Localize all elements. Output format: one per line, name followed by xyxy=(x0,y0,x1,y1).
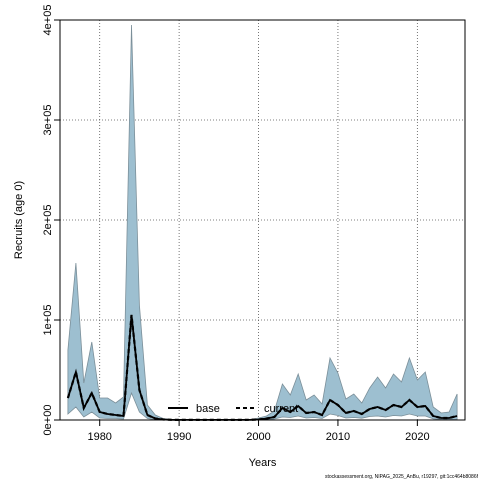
confidence-band xyxy=(67,24,458,421)
series-lines xyxy=(66,314,458,421)
legend-label-base: base xyxy=(196,403,220,415)
x-tick-label: 1990 xyxy=(167,431,191,443)
x-tick-label: 1980 xyxy=(87,431,111,443)
legend-label-current: current xyxy=(264,403,298,415)
legend: base current xyxy=(168,403,298,415)
y-tick-label: 1e+05 xyxy=(42,305,54,336)
series-line-current xyxy=(66,314,458,421)
grid-lines xyxy=(60,19,465,421)
y-tick-label: 2e+05 xyxy=(42,205,54,236)
x-tick-label: 2000 xyxy=(246,431,270,443)
y-tick-label: 3e+05 xyxy=(42,105,54,136)
confidence-band-area xyxy=(67,24,458,421)
footnote-source: stockassessment.org, NIPAG_2025_AnBu, r1… xyxy=(325,474,479,480)
x-tick-label: 2020 xyxy=(405,431,429,443)
y-tick-label: 0e+00 xyxy=(42,405,54,436)
x-axis: 1980 1990 2000 2010 2020 xyxy=(87,420,430,443)
y-axis-title: Recruits (age 0) xyxy=(13,181,25,259)
x-axis-title: Years xyxy=(249,457,277,469)
y-tick-label: 4e+05 xyxy=(42,5,54,36)
x-tick-label: 2010 xyxy=(326,431,350,443)
y-axis: 0e+00 1e+05 2e+05 3e+05 4e+05 xyxy=(42,5,60,436)
